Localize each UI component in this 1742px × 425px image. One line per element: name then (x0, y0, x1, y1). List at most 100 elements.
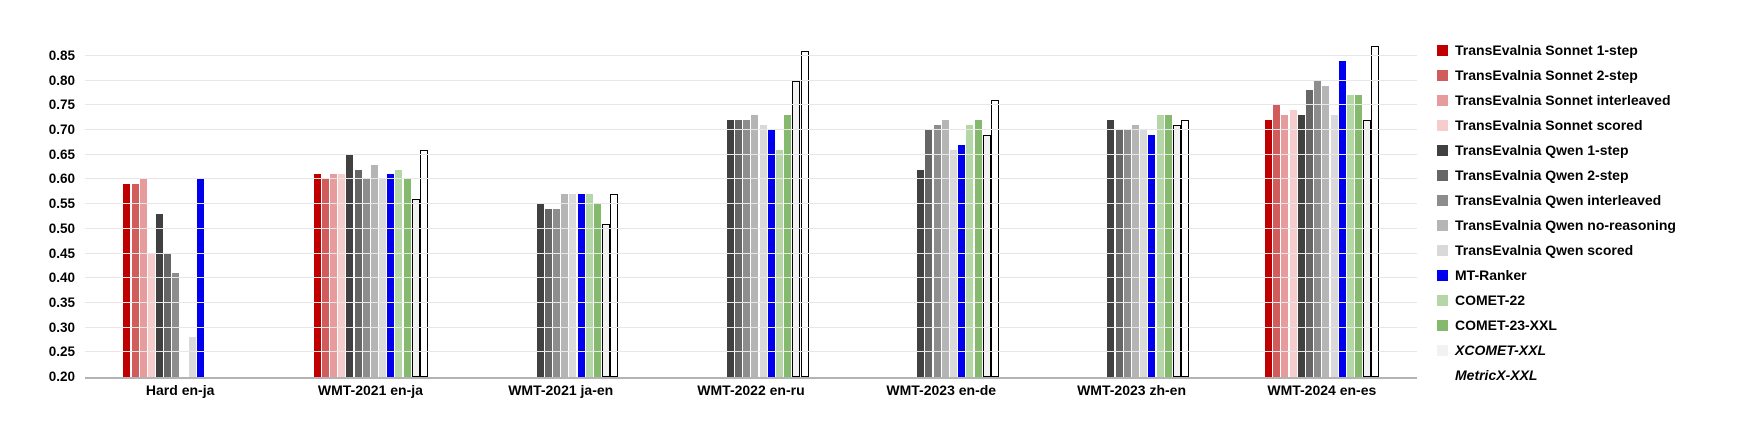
bar-slot (925, 0, 933, 377)
bar-slot (1363, 0, 1372, 377)
legend-label: TransEvalnia Qwen no-reasoning (1455, 217, 1676, 233)
bar (776, 150, 784, 377)
legend-swatch (1437, 94, 1448, 106)
bar-slot (610, 0, 619, 377)
gridline (85, 351, 1417, 353)
bar (1123, 130, 1131, 377)
bar-slot (1297, 0, 1305, 377)
bar-groups-container (85, 0, 1417, 377)
x-axis-label: WMT-2021 ja-en (508, 382, 614, 398)
bar (147, 253, 155, 377)
bar (759, 125, 767, 377)
bar-slot (131, 0, 139, 377)
legend-item: TransEvalnia Qwen interleaved (1437, 193, 1676, 207)
bar-slot (313, 0, 321, 377)
y-tick-label: 0.80 (48, 72, 75, 88)
bar-group (1227, 0, 1417, 377)
bar (1289, 110, 1297, 377)
legend-label: MetricX-XXL (1455, 367, 1538, 383)
legend-item: COMET-22 (1437, 293, 1676, 307)
legend-item: MT-Ranker (1437, 268, 1676, 282)
bar-slot (379, 0, 387, 377)
bar-slot (1322, 0, 1330, 377)
legend-item: TransEvalnia Sonnet scored (1437, 118, 1676, 132)
bar-slot (197, 0, 205, 377)
bar (925, 130, 933, 377)
bar (1107, 120, 1115, 377)
legend-label: TransEvalnia Sonnet scored (1455, 117, 1643, 133)
x-axis-label: WMT-2024 en-es (1267, 382, 1377, 398)
bar-group (656, 0, 846, 377)
y-tick-label: 0.40 (48, 270, 75, 286)
bar (610, 194, 619, 377)
bar-slot (403, 0, 411, 377)
bar-slot (900, 0, 908, 377)
bar-slot (1123, 0, 1131, 377)
gridline (85, 79, 1417, 81)
bar (602, 224, 611, 377)
bar-slot (229, 0, 237, 377)
legend-label: TransEvalnia Qwen scored (1455, 242, 1634, 258)
bar-slot (420, 0, 429, 377)
legend-swatch (1437, 119, 1448, 131)
bar (1346, 95, 1354, 377)
x-axis-label: WMT-2023 en-de (886, 382, 997, 398)
bar (1273, 105, 1281, 377)
bar (990, 100, 999, 377)
bar-slot (1148, 0, 1156, 377)
bar (941, 120, 949, 377)
legend-swatch (1437, 194, 1448, 206)
bar (1363, 120, 1372, 377)
bar-slot (1346, 0, 1354, 377)
bar-slot (1265, 0, 1273, 377)
bar-slot (520, 0, 528, 377)
bar-slot (792, 0, 801, 377)
bar (974, 120, 982, 377)
bar-slot (949, 0, 957, 377)
bar-slot (1091, 0, 1099, 377)
bar (188, 337, 196, 377)
bar-slot (164, 0, 172, 377)
bar (1371, 46, 1380, 377)
legend-swatch (1437, 169, 1448, 181)
bar-slot (1164, 0, 1172, 377)
legend-label: TransEvalnia Qwen 1-step (1455, 142, 1629, 158)
bar-slot (884, 0, 892, 377)
bar-slot (321, 0, 329, 377)
bar-slot (188, 0, 196, 377)
legend-swatch (1437, 269, 1448, 281)
bar-slot (1330, 0, 1338, 377)
bar-slot (156, 0, 164, 377)
bar-slot (512, 0, 520, 377)
bar-slot (1273, 0, 1281, 377)
x-axis-label: WMT-2021 en-ja (317, 382, 423, 398)
bar-slot (958, 0, 966, 377)
gridline (85, 326, 1417, 328)
legend-item: MetricX-XXL (1437, 368, 1676, 382)
bar-slot (743, 0, 751, 377)
bar-slot (561, 0, 569, 377)
bar (561, 194, 569, 377)
bar-slot (917, 0, 925, 377)
y-tick-label: 0.65 (48, 146, 75, 162)
bar (1297, 115, 1305, 377)
legend-item: COMET-23-XXL (1437, 318, 1676, 332)
bar-group (846, 0, 1036, 377)
bar-slot (528, 0, 536, 377)
bar-slot (585, 0, 593, 377)
bar-slot (180, 0, 188, 377)
bar-slot (1338, 0, 1346, 377)
bar (1338, 61, 1346, 377)
bar (411, 199, 420, 377)
bar-group (85, 0, 275, 377)
bar-slot (1305, 0, 1313, 377)
y-tick-label: 0.55 (48, 196, 75, 212)
bar-slot (784, 0, 792, 377)
bar (726, 120, 734, 377)
bar (1181, 120, 1190, 377)
bar-slot (221, 0, 229, 377)
bar (784, 115, 792, 377)
bar (1314, 81, 1322, 377)
legend: TransEvalnia Sonnet 1-step TransEvalnia S… (1437, 43, 1676, 382)
bar (933, 125, 941, 377)
